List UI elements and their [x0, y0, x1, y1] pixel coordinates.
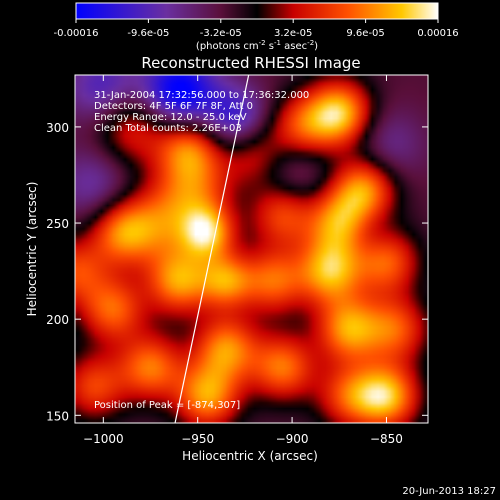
x-tick-label: −950	[181, 432, 214, 446]
chart-title: Reconstructed RHESSI Image	[141, 54, 360, 72]
colorbar-tick-label: 9.6e-05	[346, 28, 384, 39]
y-axis-label: Heliocentric Y (arcsec)	[25, 182, 39, 317]
x-axis: −1000 −950 −900 −850	[83, 75, 403, 446]
y-tick-label: 150	[46, 409, 69, 423]
colorbar-tick-label: -3.2e-05	[200, 28, 242, 39]
colorbar-ticks: -0.00016 -9.6e-05 -3.2e-05 3.2e-05 9.6e-05 0.…	[54, 19, 459, 39]
footer-timestamp: 20-Jun-2013 18:27	[402, 486, 496, 497]
annotation-counts: Clean Total counts: 2.26E+03	[94, 123, 242, 134]
colorbar-tick-label: 0.00016	[417, 28, 458, 39]
peak-position-label: Position of Peak = [-874,307]	[94, 400, 240, 411]
annotation-detectors: Detectors: 4F 5F 6F 7F 8F, Att 0	[94, 101, 253, 112]
colorbar-tick-label: -9.6e-05	[127, 28, 169, 39]
y-tick-label: 250	[46, 217, 69, 231]
x-tick-label: −850	[370, 432, 403, 446]
colorbar-tick-label: 3.2e-05	[274, 28, 312, 39]
colorbar-unit-label: (photons cm-2 s-1 asec-2)	[196, 39, 318, 52]
solar-limb-line	[174, 75, 250, 423]
colorbar-tick-label: -0.00016	[54, 28, 99, 39]
y-tick-label: 300	[46, 121, 69, 135]
y-tick-label: 200	[46, 313, 69, 327]
y-axis: 150 200 250 300	[46, 121, 428, 423]
colorbar	[75, 2, 439, 20]
x-tick-label: −900	[276, 432, 309, 446]
heatmap-image	[75, 75, 428, 423]
plot-frame	[74, 74, 429, 424]
annotation-energy: Energy Range: 12.0 - 25.0 keV	[94, 112, 247, 123]
x-axis-label: Heliocentric X (arcsec)	[182, 449, 318, 463]
x-tick-label: −1000	[83, 432, 124, 446]
annotation-time: 31-Jan-2004 17:32:56.000 to 17:36:32.000	[94, 90, 309, 101]
